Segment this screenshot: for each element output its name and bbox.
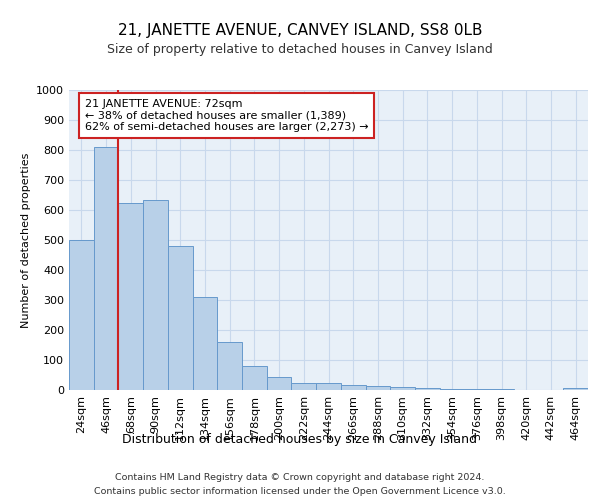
Bar bbox=[415, 388, 440, 390]
Bar bbox=[316, 384, 341, 390]
Text: Distribution of detached houses by size in Canvey Island: Distribution of detached houses by size … bbox=[122, 432, 478, 446]
Bar bbox=[143, 200, 168, 390]
Bar bbox=[168, 246, 193, 390]
Bar bbox=[118, 202, 143, 390]
Text: Contains public sector information licensed under the Open Government Licence v3: Contains public sector information licen… bbox=[94, 488, 506, 496]
Bar bbox=[94, 147, 118, 390]
Text: Contains HM Land Registry data © Crown copyright and database right 2024.: Contains HM Land Registry data © Crown c… bbox=[115, 472, 485, 482]
Bar bbox=[365, 386, 390, 390]
Text: Size of property relative to detached houses in Canvey Island: Size of property relative to detached ho… bbox=[107, 42, 493, 56]
Bar bbox=[242, 366, 267, 390]
Bar bbox=[193, 297, 217, 390]
Y-axis label: Number of detached properties: Number of detached properties bbox=[20, 152, 31, 328]
Text: 21, JANETTE AVENUE, CANVEY ISLAND, SS8 0LB: 21, JANETTE AVENUE, CANVEY ISLAND, SS8 0… bbox=[118, 22, 482, 38]
Bar bbox=[267, 376, 292, 390]
Bar bbox=[69, 240, 94, 390]
Bar bbox=[390, 387, 415, 390]
Bar bbox=[440, 389, 464, 390]
Bar bbox=[292, 384, 316, 390]
Bar bbox=[217, 342, 242, 390]
Bar bbox=[563, 388, 588, 390]
Text: 21 JANETTE AVENUE: 72sqm
← 38% of detached houses are smaller (1,389)
62% of sem: 21 JANETTE AVENUE: 72sqm ← 38% of detach… bbox=[85, 99, 368, 132]
Bar bbox=[341, 385, 365, 390]
